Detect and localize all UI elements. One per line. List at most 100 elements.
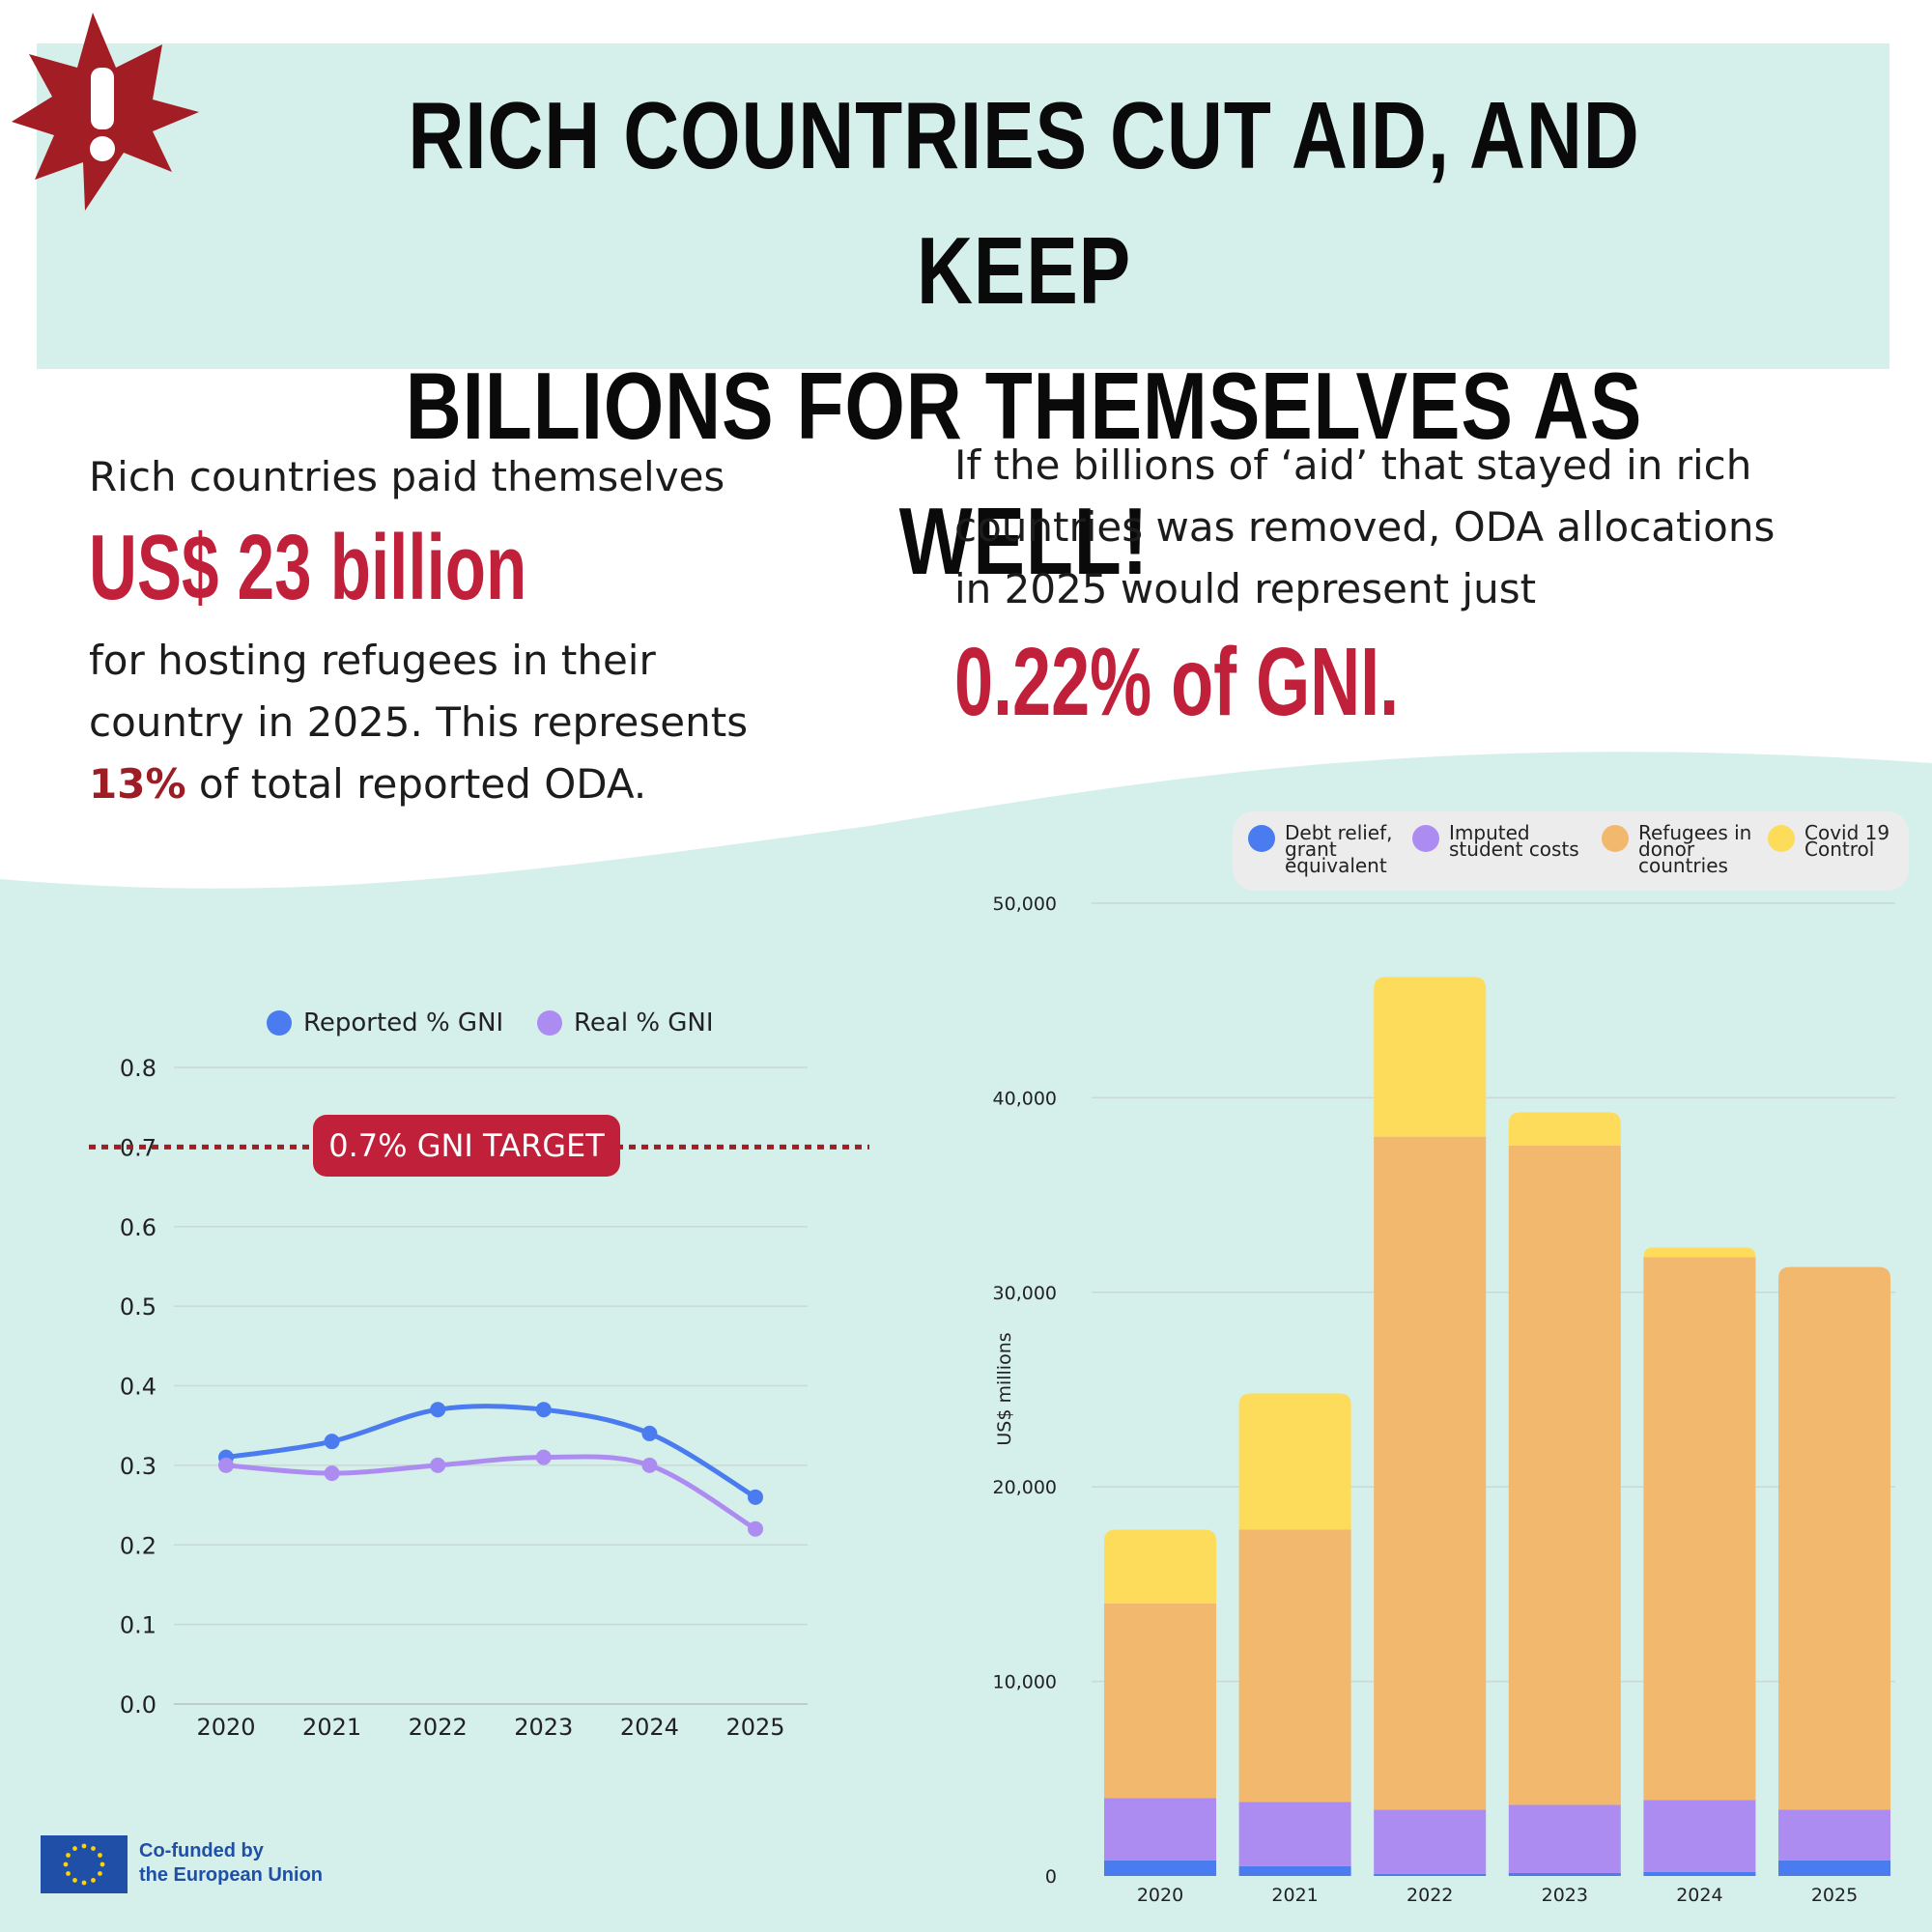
line-y-tick-label: 0.3 xyxy=(120,1453,156,1480)
bar-segment xyxy=(1104,1604,1216,1799)
refugee-cost-amount: US$ 23 billion xyxy=(89,516,527,619)
series-point-reported xyxy=(535,1402,552,1418)
bar-y-tick-label: 50,000 xyxy=(993,894,1057,915)
series-point-reported xyxy=(748,1489,763,1505)
line-legend-real: Real % GNI xyxy=(537,1009,714,1037)
left-stat-body-1: for hosting refugees in their xyxy=(89,637,656,684)
legend-label-student: Imputed student costs xyxy=(1449,821,1579,861)
legend-dot-student xyxy=(1412,825,1439,852)
gni-target-label: 0.7% GNI TARGET xyxy=(313,1115,620,1177)
legend-label-real: Real % GNI xyxy=(574,1009,714,1037)
bar-segment xyxy=(1778,1266,1890,1810)
line-x-tick-label: 2024 xyxy=(620,1714,679,1741)
bar-segment xyxy=(1508,1112,1621,1146)
bar-segment xyxy=(1374,977,1487,1137)
series-line-reported xyxy=(225,1404,757,1499)
bar-segment xyxy=(1643,1257,1756,1801)
left-stat-body-2: country in 2025. This represents xyxy=(89,698,749,746)
line-y-tick-label: 0.4 xyxy=(120,1374,156,1401)
bar-segment xyxy=(1374,1809,1487,1874)
right-stat-line-2: countries was removed, ODA allocations xyxy=(954,503,1776,551)
eu-star xyxy=(98,1853,102,1858)
title-line-2: BILLIONS FOR THEMSELVES AS WELL! xyxy=(405,353,1643,594)
bar-legend: Debt relief, grant equivalent Imputed st… xyxy=(1233,811,1909,891)
line-x-tick-label: 2021 xyxy=(302,1714,361,1741)
line-y-tick-label: 0.1 xyxy=(120,1612,156,1639)
eu-star xyxy=(81,1843,87,1849)
eu-star xyxy=(98,1871,102,1876)
eu-star xyxy=(91,1878,96,1883)
bar-y-tick-label: 30,000 xyxy=(993,1283,1057,1304)
bar-segment xyxy=(1508,1804,1621,1873)
bar-segment xyxy=(1508,1872,1621,1876)
exclamation-burst-icon xyxy=(12,13,199,211)
oda-share-percent: 13% xyxy=(89,760,186,808)
series-point-reported xyxy=(430,1402,446,1418)
bar-x-tick-label: 2020 xyxy=(1137,1885,1183,1906)
left-stat-body-3-text: of total reported ODA. xyxy=(198,760,647,808)
bar-segment xyxy=(1374,1873,1487,1876)
bar-segment xyxy=(1104,1860,1216,1876)
line-y-tick-label: 0.5 xyxy=(120,1293,156,1321)
line-y-tick-label: 0.0 xyxy=(120,1691,156,1719)
series-point-real xyxy=(748,1520,763,1537)
bar-y-tick-label: 10,000 xyxy=(993,1672,1057,1693)
bar-x-tick-label: 2022 xyxy=(1406,1885,1453,1906)
series-point-real xyxy=(535,1449,552,1465)
eu-star xyxy=(99,1861,105,1867)
eu-flag-icon xyxy=(41,1835,128,1893)
bar-segment xyxy=(1238,1802,1351,1866)
bar-segment xyxy=(1104,1798,1216,1861)
bar-segment xyxy=(1643,1247,1756,1258)
bar-segment xyxy=(1238,1865,1351,1876)
right-stat-line-1: If the billions of ‘aid’ that stayed in … xyxy=(954,441,1752,489)
page-title: RICH COUNTRIES CUT AID, AND KEEP BILLION… xyxy=(335,68,1714,609)
series-point-reported xyxy=(324,1434,340,1450)
series-point-real xyxy=(641,1457,658,1473)
bar-y-tick-label: 0 xyxy=(1045,1866,1057,1888)
line-y-tick-label: 0.6 xyxy=(120,1214,156,1241)
series-point-real xyxy=(218,1457,234,1473)
funding-line-1: Co-funded by xyxy=(139,1840,264,1861)
left-stat-intro: Rich countries paid themselves xyxy=(89,453,725,500)
line-y-tick-label: 0.8 xyxy=(120,1055,156,1082)
bar-segment xyxy=(1104,1529,1216,1605)
bar-segment xyxy=(1238,1393,1351,1530)
bar-y-axis-label: US$ millions xyxy=(994,1332,1015,1445)
line-x-tick-label: 2025 xyxy=(725,1714,784,1741)
bar-x-tick-label: 2023 xyxy=(1542,1885,1588,1906)
line-x-tick-label: 2020 xyxy=(196,1714,255,1741)
line-x-tick-label: 2023 xyxy=(514,1714,573,1741)
right-stat-line-3: in 2025 would represent just xyxy=(954,565,1537,612)
legend-label-debt: Debt relief, grant equivalent xyxy=(1285,821,1393,877)
series-point-real xyxy=(324,1465,340,1482)
bar-segment xyxy=(1374,1136,1487,1810)
title-line-1: RICH COUNTRIES CUT AID, AND KEEP xyxy=(408,82,1640,324)
bar-segment xyxy=(1643,1800,1756,1872)
funding-line-2: the European Union xyxy=(139,1864,323,1886)
series-point-real xyxy=(430,1457,446,1473)
legend-dot-reported xyxy=(267,1010,292,1036)
series-line-real xyxy=(225,1454,757,1531)
eu-star xyxy=(72,1846,77,1851)
legend-dot-debt xyxy=(1248,825,1275,852)
funding-credit: Co-funded by the European Union xyxy=(139,1839,323,1888)
eu-star xyxy=(91,1846,96,1851)
line-x-tick-label: 2022 xyxy=(409,1714,468,1741)
bar-segment xyxy=(1778,1860,1890,1876)
series-point-reported xyxy=(641,1425,658,1441)
line-y-tick-label: 0.2 xyxy=(120,1532,156,1559)
bar-x-tick-label: 2024 xyxy=(1676,1885,1722,1906)
bar-x-tick-label: 2025 xyxy=(1811,1885,1858,1906)
bar-segment xyxy=(1643,1871,1756,1876)
legend-label-covid: Covid 19 Control xyxy=(1804,821,1890,861)
legend-label-refugees: Refugees in donor countries xyxy=(1638,821,1752,877)
eu-star xyxy=(81,1880,87,1886)
legend-dot-real xyxy=(537,1010,562,1036)
eu-star xyxy=(66,1853,71,1858)
real-gni-figure: 0.22% of GNI. xyxy=(954,628,1400,736)
bar-y-tick-label: 20,000 xyxy=(993,1477,1057,1498)
legend-dot-covid xyxy=(1768,825,1795,852)
